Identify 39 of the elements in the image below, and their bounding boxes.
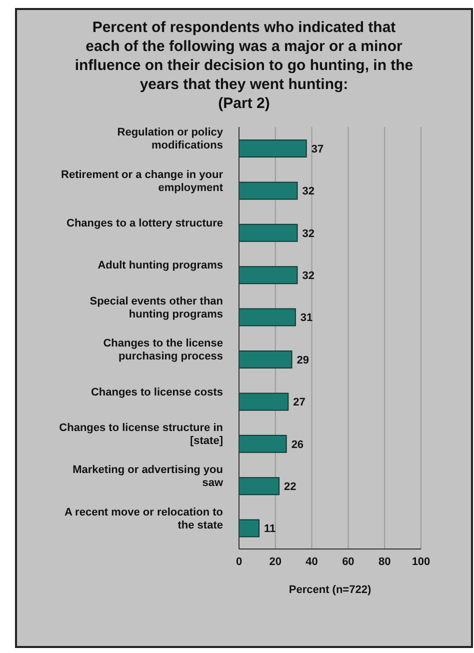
y-tick-label: Changes to license costs (90, 386, 223, 398)
bar (239, 224, 298, 242)
y-tick-label: Regulation or policy modifications (117, 126, 224, 152)
data-label: 32 (302, 270, 314, 282)
data-label: 11 (264, 523, 276, 536)
bar (239, 182, 298, 200)
data-label: 32 (302, 228, 314, 240)
data-label: 26 (291, 438, 304, 451)
y-tick-label: Retirement or a change in your employment (61, 168, 224, 194)
bar (239, 308, 296, 326)
x-tick-label: 60 (342, 556, 354, 568)
data-label: 27 (293, 396, 306, 409)
y-tick-label: Changes to the license purchasing process (103, 338, 223, 363)
bar (239, 350, 292, 368)
bar (239, 266, 298, 284)
x-tick-label: 20 (269, 556, 282, 568)
chart-subtitle: (Part 2) (217, 94, 271, 113)
bar (239, 140, 307, 158)
data-label: 37 (311, 143, 324, 156)
y-tick-label: Marketing or advertising you saw (72, 464, 224, 490)
x-axis-title: Percent (n=722) (288, 584, 372, 596)
bar (239, 434, 287, 453)
y-tick-label: Changes to license structure in [state] (59, 422, 224, 447)
y-tick-label: Changes to a lottery structure (66, 218, 223, 230)
x-tick-label: 40 (306, 556, 318, 568)
y-tick-label: Special events other than hunting programs (90, 295, 224, 320)
data-label: 31 (300, 312, 313, 324)
data-label: 32 (302, 186, 314, 198)
data-label: 22 (284, 481, 296, 494)
bar (239, 392, 289, 411)
bar (239, 477, 280, 496)
x-tick-label: 0 (236, 556, 242, 568)
y-tick-label: Adult hunting programs (98, 260, 223, 272)
x-tick-label: 80 (378, 556, 391, 568)
bar (239, 519, 260, 538)
x-tick-label: 100 (412, 556, 430, 568)
y-tick-label: A recent move or relocation to the state (64, 506, 224, 532)
data-label: 29 (296, 354, 310, 366)
chart-title: Percent of respondents who indicated that each of the following was a major or a minor influence on their decision to go hunting, in the years that they went hunting: (74, 18, 414, 94)
